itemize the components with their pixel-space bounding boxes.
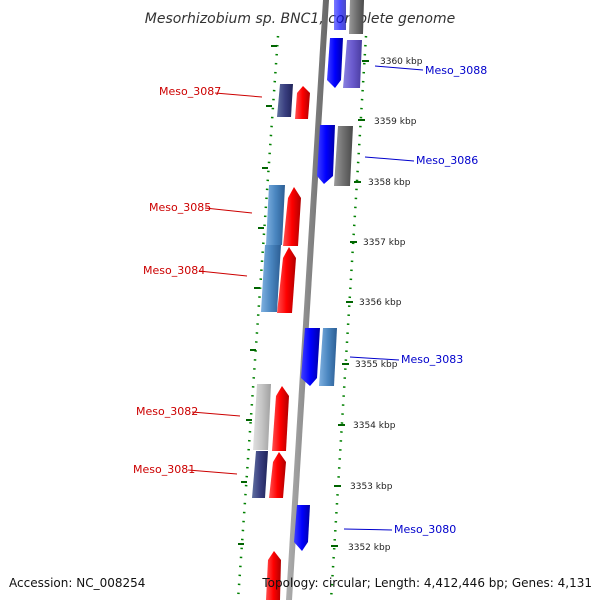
map-title: Mesorhizobium sp. BNC1, complete genome: [145, 11, 456, 27]
topology-text: Topology: circular; Length: 4,412,446 bp…: [262, 576, 592, 590]
gene-meso-3083-b: [319, 328, 337, 386]
outer-ticks: [238, 45, 277, 545]
gene-label: Meso_3082: [136, 405, 198, 418]
scale-label: 3358 kbp: [368, 178, 411, 188]
gene-meso-3086-a: [317, 125, 335, 184]
gene-meso-3084-a: [261, 245, 281, 312]
right-leader-lines: [343, 65, 424, 531]
gene-meso-3084-b: [277, 247, 296, 313]
gene-label: Meso_3080: [394, 523, 456, 536]
gene-meso-3082-a: [253, 384, 271, 450]
inner-ticks: [331, 60, 369, 547]
gene-meso-3088-a: [327, 38, 343, 88]
accession-text: Accession: NC_008254: [9, 576, 146, 590]
gene-meso-3087-a: [277, 84, 293, 117]
gene-label: Meso_3087: [159, 85, 221, 98]
gene-block-top-1: [334, 0, 346, 30]
gene-label: Meso_3086: [416, 154, 478, 167]
scale-label: 3357 kbp: [363, 238, 406, 248]
gene-meso-3086-b: [334, 126, 353, 186]
gene-label: Meso_3084: [143, 264, 205, 277]
genome-backbone: [286, 0, 329, 600]
outer-guide-left: [236, 35, 280, 600]
scale-label: 3355 kbp: [355, 360, 398, 370]
scale-label: 3360 kbp: [380, 57, 423, 67]
gene-meso-3088-b: [343, 40, 362, 88]
gene-meso-3083-a: [301, 328, 320, 386]
scale-label: 3353 kbp: [350, 482, 393, 492]
gene-label: Meso_3083: [401, 353, 463, 366]
gene-meso-3080: [294, 505, 310, 551]
scale-label: 3352 kbp: [348, 543, 391, 553]
left-gene-labels: Meso_3087 Meso_3085 Meso_3084 Meso_3082 …: [133, 85, 221, 476]
scale-label: 3354 kbp: [353, 421, 396, 431]
gene-meso-3081-a: [252, 451, 268, 498]
gene-label: Meso_3085: [149, 201, 211, 214]
scale-label: 3356 kbp: [359, 298, 402, 308]
scale-label: 3359 kbp: [374, 117, 417, 127]
gene-label: Meso_3088: [425, 64, 487, 77]
gene-meso-3087-b: [295, 86, 310, 119]
right-gene-labels: Meso_3088 Meso_3086 Meso_3083 Meso_3080: [394, 64, 487, 536]
gene-meso-3085-a: [266, 185, 285, 245]
gene-block-top-2: [349, 0, 364, 34]
gene-label: Meso_3081: [133, 463, 195, 476]
gene-block-bottom: [266, 551, 281, 600]
gene-meso-3081-b: [269, 452, 286, 498]
gene-meso-3085-b: [283, 187, 301, 246]
gene-meso-3082-b: [272, 386, 289, 451]
left-leader-lines: [187, 92, 263, 475]
scale-labels: 3360 kbp 3359 kbp 3358 kbp 3357 kbp 3356…: [348, 57, 423, 553]
